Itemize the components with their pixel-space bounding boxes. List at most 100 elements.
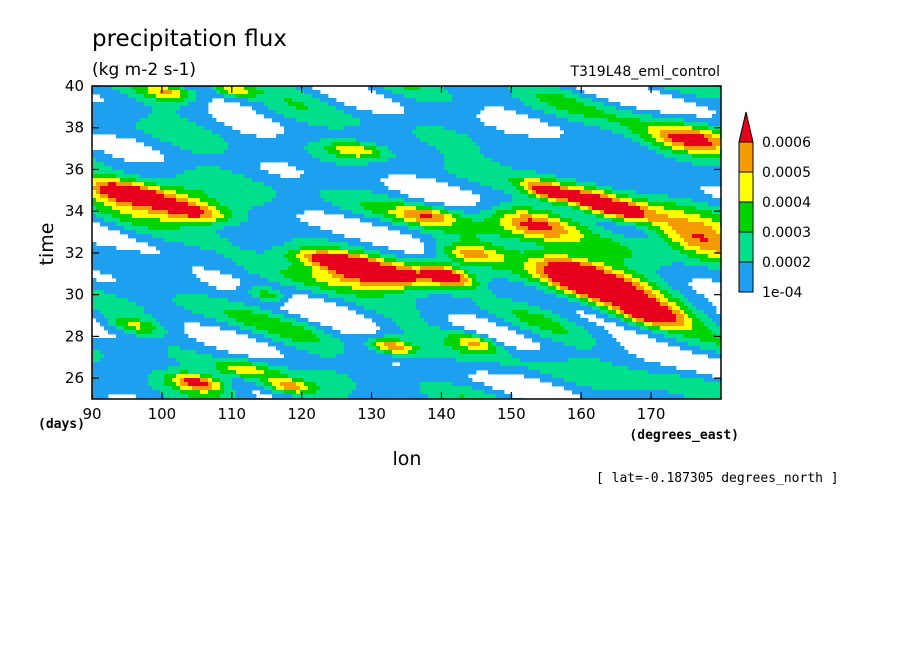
contour-cell — [564, 210, 569, 215]
contour-cell — [296, 90, 301, 95]
contour-cell — [152, 162, 157, 167]
contour-cell — [652, 126, 657, 131]
contour-cell — [412, 98, 417, 103]
contour-cell — [344, 110, 349, 115]
contour-cell — [124, 198, 129, 203]
contour-cell — [512, 146, 517, 151]
contour-cell — [440, 170, 445, 175]
contour-cell — [604, 170, 609, 175]
contour-cell — [692, 162, 697, 167]
contour-cell — [120, 198, 125, 203]
contour-cell — [656, 126, 661, 131]
contour-cell — [148, 218, 153, 223]
contour-cell — [228, 230, 233, 235]
contour-cell — [140, 130, 145, 135]
contour-cell — [492, 138, 497, 143]
contour-cell — [344, 210, 349, 215]
contour-cell — [364, 142, 369, 147]
contour-cell — [536, 210, 541, 215]
contour-cell — [600, 166, 605, 171]
contour-cell — [652, 146, 657, 151]
contour-cell — [536, 138, 541, 143]
contour-cell — [524, 98, 529, 103]
contour-cell — [484, 182, 489, 187]
contour-cell — [316, 182, 321, 187]
contour-cell — [572, 98, 577, 103]
contour-cell — [256, 98, 261, 103]
contour-cell — [400, 158, 405, 163]
contour-cell — [560, 86, 565, 91]
contour-cell — [628, 174, 633, 179]
contour-cell — [456, 146, 461, 151]
contour-cell — [708, 106, 713, 111]
contour-cell — [604, 142, 609, 147]
contour-cell — [96, 106, 101, 111]
contour-cell — [228, 86, 233, 91]
contour-cell — [92, 178, 97, 183]
contour-cell — [392, 222, 397, 227]
contour-cell — [496, 98, 501, 103]
contour-cell — [560, 118, 565, 123]
contour-cell — [276, 202, 281, 207]
contour-cell — [160, 226, 165, 231]
contour-cell — [96, 190, 101, 195]
contour-cell — [256, 106, 261, 111]
contour-cell — [372, 146, 377, 151]
contour-cell — [608, 174, 613, 179]
contour-cell — [252, 230, 257, 235]
contour-cell — [608, 170, 613, 175]
contour-cell — [608, 106, 613, 111]
contour-cell — [288, 190, 293, 195]
contour-cell — [560, 178, 565, 183]
contour-cell — [592, 114, 597, 119]
contour-cell — [456, 90, 461, 95]
contour-cell — [100, 118, 105, 123]
contour-cell — [588, 110, 593, 115]
contour-cell — [156, 94, 161, 99]
contour-cell — [708, 122, 713, 127]
contour-cell — [608, 214, 613, 219]
contour-cell — [552, 226, 557, 231]
contour-cell — [324, 142, 329, 147]
contour-cell — [688, 190, 693, 195]
contour-cell — [312, 102, 317, 107]
contour-cell — [224, 170, 229, 175]
contour-cell — [124, 186, 129, 191]
contour-cell — [696, 130, 701, 135]
contour-cell — [144, 206, 149, 211]
contour-cell — [716, 114, 721, 119]
contour-cell — [576, 118, 581, 123]
contour-cell — [512, 86, 517, 91]
contour-cell — [676, 90, 681, 95]
contour-cell — [596, 178, 601, 183]
contour-cell — [416, 218, 421, 223]
contour-cell — [676, 146, 681, 151]
contour-cell — [228, 138, 233, 143]
contour-cell — [124, 122, 129, 127]
contour-cell — [476, 130, 481, 135]
contour-cell — [264, 86, 269, 91]
contour-cell — [272, 98, 277, 103]
contour-cell — [460, 218, 465, 223]
contour-cell — [172, 170, 177, 175]
contour-cell — [556, 138, 561, 143]
contour-cell — [692, 206, 697, 211]
contour-cell — [340, 106, 345, 111]
contour-cell — [112, 210, 117, 215]
contour-cell — [292, 154, 297, 159]
contour-cell — [496, 190, 501, 195]
contour-cell — [268, 142, 273, 147]
contour-cell — [696, 194, 701, 199]
contour-cell — [580, 122, 585, 127]
contour-cell — [644, 114, 649, 119]
contour-cell — [500, 202, 505, 207]
contour-cell — [588, 222, 593, 227]
contour-cell — [476, 118, 481, 123]
contour-cell — [132, 202, 137, 207]
contour-cell — [192, 226, 197, 231]
contour-cell — [492, 214, 497, 219]
contour-cell — [516, 90, 521, 95]
contour-cell — [428, 146, 433, 151]
contour-cell — [96, 182, 101, 187]
contour-cell — [300, 210, 305, 215]
